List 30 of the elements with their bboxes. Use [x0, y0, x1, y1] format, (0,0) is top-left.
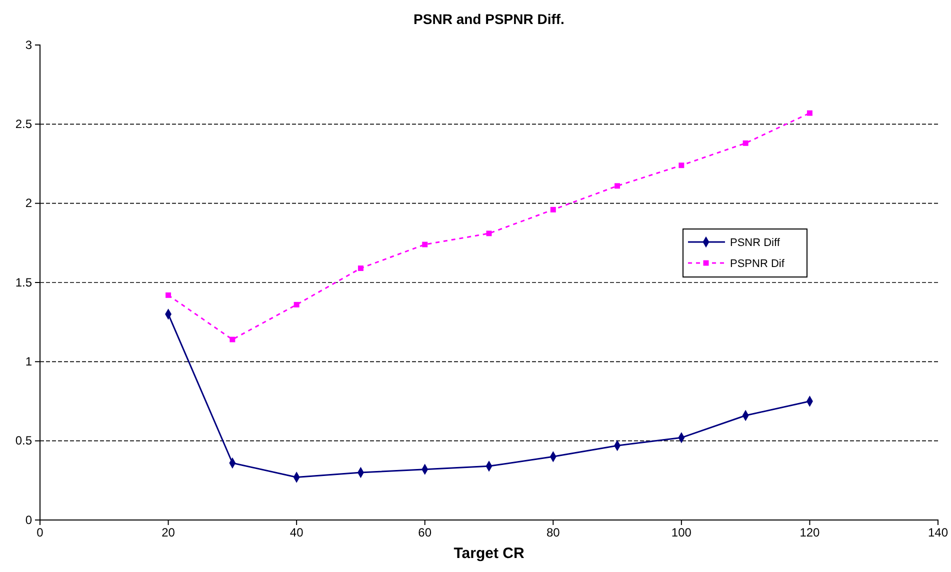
point — [742, 140, 748, 146]
point — [294, 302, 300, 308]
y-tick-label: 1 — [25, 354, 32, 369]
point — [678, 162, 684, 168]
x-tick-label: 40 — [290, 526, 304, 540]
y-tick-label: 2.5 — [15, 117, 32, 132]
y-tick-label: 3 — [25, 38, 32, 52]
x-tick-label: 100 — [671, 526, 692, 540]
point — [806, 110, 812, 116]
x-tick-label: 140 — [928, 526, 948, 540]
point — [358, 266, 364, 271]
point — [230, 336, 236, 342]
point — [422, 242, 428, 248]
y-tick-label: 1.5 — [15, 275, 32, 290]
x-tick-label: 60 — [418, 526, 432, 540]
point — [166, 292, 172, 298]
point — [486, 230, 492, 236]
x-tick-label: 120 — [800, 526, 820, 540]
x-tick-label: 20 — [162, 526, 176, 540]
legend-label: PSPNR Dif — [730, 258, 786, 270]
y-tick-label: 2 — [25, 196, 32, 210]
x-tick-label: 80 — [546, 526, 560, 540]
point — [550, 206, 556, 212]
y-tick-label: 0.5 — [15, 434, 32, 448]
x-axis-title: Target CR — [454, 545, 524, 562]
legend-label: PSNR Diff — [730, 237, 781, 249]
point — [614, 183, 620, 189]
x-tick-label: 0 — [36, 526, 44, 540]
y-tick-label: 0 — [25, 512, 32, 527]
chart-title: PSNR and PSPNR Diff. — [414, 11, 564, 27]
